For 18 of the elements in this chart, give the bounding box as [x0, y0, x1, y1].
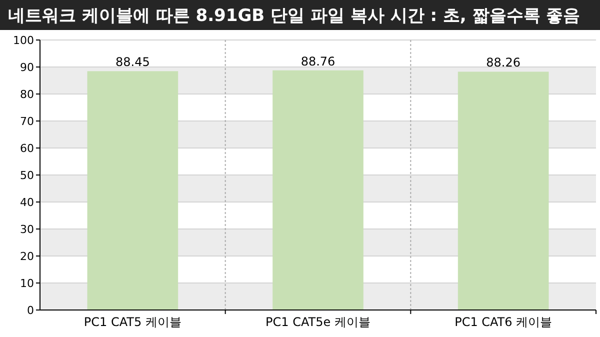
y-tick-label: 60 [20, 142, 34, 155]
y-tick-label: 90 [20, 61, 34, 74]
y-tick-label: 40 [20, 196, 34, 209]
y-tick-label: 20 [20, 250, 34, 263]
y-tick-label: 80 [20, 88, 34, 101]
data-label: 88.76 [300, 54, 336, 68]
data-label: 88.45 [115, 55, 150, 70]
x-tick-label: PC1 CAT6 케이블 [454, 315, 552, 329]
y-tick-label: 100 [13, 34, 34, 47]
y-tick-label: 0 [27, 304, 34, 317]
chart-title: 네트워크 케이블에 따른 8.91GB 단일 파일 복사 시간 : 초, 짧을수록 좋음 [8, 6, 580, 26]
data-label: 88.26 [486, 56, 521, 70]
y-tick-label: 30 [20, 223, 34, 236]
y-tick-label: 10 [20, 277, 34, 290]
y-tick-label: 70 [20, 115, 34, 128]
x-tick-label: PC1 CAT5e 케이블 [266, 315, 370, 329]
x-tick-label: PC1 CAT5 케이블 [84, 315, 182, 329]
y-tick-label: 50 [20, 169, 34, 182]
